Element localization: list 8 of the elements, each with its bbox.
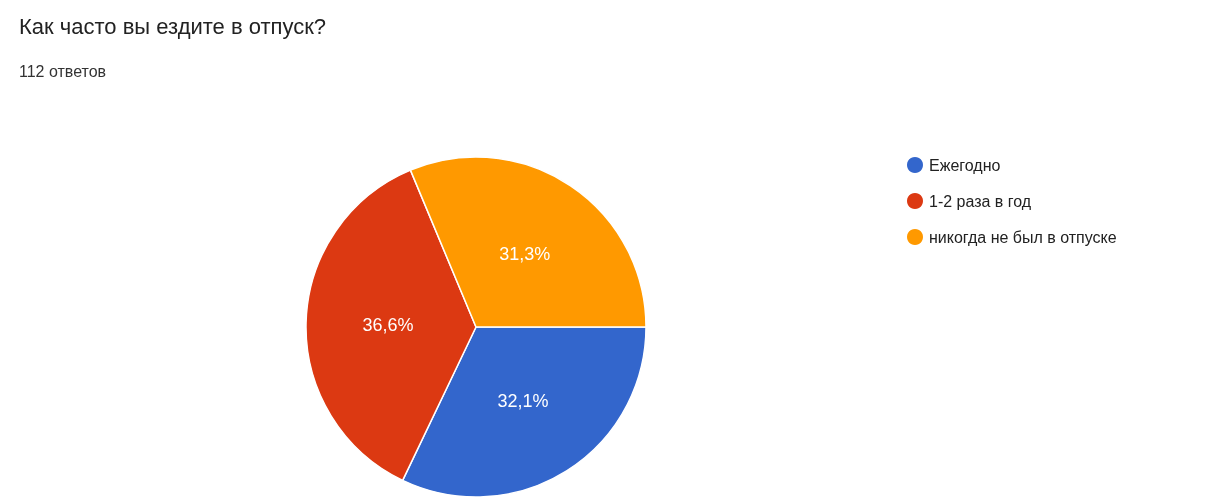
data-label: 32,1% — [497, 391, 549, 412]
data-label: 36,6% — [362, 314, 414, 335]
legend-label: 1-2 раза в год — [929, 192, 1032, 210]
legend-label: Ежегодно — [929, 156, 1001, 174]
text: 112 ответов — [19, 62, 107, 80]
legend-label: никогда не был в отпуске — [929, 228, 1117, 246]
data-label: 31,3% — [499, 243, 551, 264]
chart-title: Как часто вы ездите в отпуск? — [19, 13, 327, 39]
